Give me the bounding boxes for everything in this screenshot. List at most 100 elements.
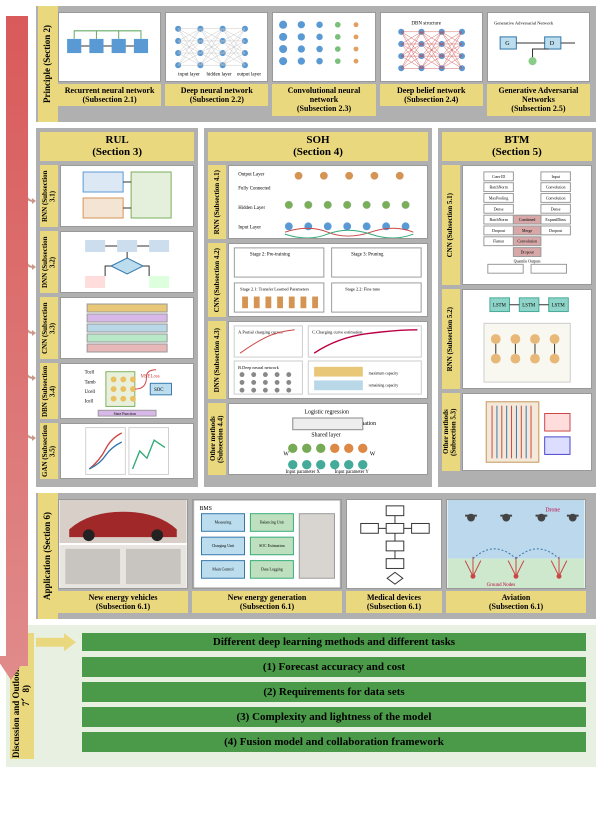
column-header: BTM(Section 5) bbox=[442, 132, 592, 161]
principle-thumb-caption: Convolutional neural network(Subsection … bbox=[272, 84, 375, 116]
row-img: TcellTambUcellIcellMSELossSOCState Funct… bbox=[60, 363, 194, 419]
row-label: DNN (Subsection 3.2) bbox=[40, 231, 58, 293]
column-row: CNN (Subsection 3.3) bbox=[40, 297, 194, 359]
principle-thumb-img: Generative Adversarial NetworkGD bbox=[487, 12, 590, 82]
column-row: RNN (Subsection 4.1) Output LayerFully C… bbox=[208, 165, 427, 239]
principle-thumb-caption: Deep belief network(Subsection 2.4) bbox=[380, 84, 483, 106]
svg-text:Drone: Drone bbox=[545, 508, 560, 514]
row-img: A.Partial charging curvesC.Charging curv… bbox=[228, 321, 427, 399]
row-label: Other methods (Subsection 4.4) bbox=[208, 403, 226, 475]
flow-arrow-head bbox=[0, 656, 27, 680]
discussion-line: (3) Complexity and lightness of the mode… bbox=[82, 707, 586, 727]
row-label-text: RNN (Subsection 5.2) bbox=[447, 307, 454, 371]
column-header: RUL(Section 3) bbox=[40, 132, 194, 161]
svg-text:LSTM: LSTM bbox=[493, 304, 507, 309]
application-thumb-caption: Medical devices(Subsection 6.1) bbox=[346, 591, 442, 613]
svg-text:LSTM: LSTM bbox=[522, 304, 536, 309]
row-label: DBN (Subsection 3.4) bbox=[40, 363, 58, 419]
application-thumb-caption: Aviation(Subsection 6.1) bbox=[446, 591, 586, 613]
row-label-text: CNN (Subsection 3.3) bbox=[42, 297, 57, 359]
discussion-line: (4) Fusion model and collaboration frame… bbox=[82, 732, 586, 752]
row-label-text: Other methods (Subsection 5.3) bbox=[443, 393, 458, 471]
svg-text:Ground Nodes: Ground Nodes bbox=[487, 583, 516, 588]
principle-thumb: Generative Adversarial NetworkGD Generat… bbox=[487, 12, 590, 116]
row-img: Output LayerFully ConnectedHidden LayerI… bbox=[228, 165, 427, 239]
svg-text:Stage 2: Pre-training: Stage 2: Pre-training bbox=[250, 253, 291, 258]
svg-text:ExpandDims: ExpandDims bbox=[545, 217, 566, 222]
column-row: Other methods (Subsection 5.3) bbox=[442, 393, 592, 471]
application-thumb: New energy vehicles(Subsection 6.1) bbox=[58, 499, 188, 613]
row-label: RNN (Subsection 4.1) bbox=[208, 165, 226, 239]
svg-text:Tcell: Tcell bbox=[85, 370, 95, 375]
wide-arrow-icon bbox=[36, 633, 76, 651]
svg-text:BatchNorm: BatchNorm bbox=[489, 217, 507, 222]
column-row: CNN (Subsection 5.1) Conv1D BatchNorm MaxP… bbox=[442, 165, 592, 285]
column-row: CNN (Subsection 4.2) Stage 2: Pre-traini… bbox=[208, 243, 427, 317]
row-label-text: CNN (Subsection 5.1) bbox=[447, 193, 454, 257]
svg-text:Stage 3: Pruning: Stage 3: Pruning bbox=[351, 253, 384, 258]
svg-text:Dense: Dense bbox=[493, 206, 503, 211]
column: RUL(Section 3) RNN (Subsection 3.1) DNN (… bbox=[36, 128, 198, 487]
column-row: DNN (Subsection 3.2) bbox=[40, 231, 194, 293]
application-band: Application (Section 6) New energy vehic… bbox=[36, 493, 596, 619]
svg-text:maximum capacity: maximum capacity bbox=[369, 371, 399, 375]
svg-text:Convolution: Convolution bbox=[546, 195, 566, 200]
row-img bbox=[60, 165, 194, 227]
application-thumb: Drone Ground Nodes Aviation(Subsection 6.… bbox=[446, 499, 586, 613]
principle-thumb-caption: Deep neural network(Subsection 2.2) bbox=[165, 84, 268, 106]
row-label: GAN (Subsection 3.5) bbox=[40, 423, 58, 479]
column-row: DNN (Subsection 4.3) A.Partial charging … bbox=[208, 321, 427, 399]
svg-text:Dense: Dense bbox=[550, 206, 560, 211]
row-img bbox=[60, 423, 194, 479]
principle-thumb: DBN structure Deep belief network(Subsec… bbox=[380, 12, 483, 116]
row-label: CNN (Subsection 4.2) bbox=[208, 243, 226, 317]
row-label-text: RNN (Subsection 4.1) bbox=[214, 170, 221, 234]
discussion-line: (1) Forecast accuracy and cost bbox=[82, 657, 586, 677]
svg-text:Quantile Outputs: Quantile Outputs bbox=[513, 258, 540, 263]
svg-text:Ucell: Ucell bbox=[85, 390, 96, 395]
flow-arrow-body bbox=[6, 16, 28, 666]
application-thumb-img bbox=[346, 499, 442, 589]
row-img bbox=[60, 297, 194, 359]
svg-text:Merge: Merge bbox=[522, 228, 532, 233]
row-img bbox=[462, 393, 592, 471]
svg-text:Measuring: Measuring bbox=[215, 520, 232, 524]
discussion-panel: Discussion and Outlook (Section 7、8) Dif… bbox=[6, 625, 596, 767]
principle-thumb-img: input layerhidden layeroutput layer bbox=[165, 12, 268, 82]
application-vlabel-text: Application (Section 6) bbox=[43, 512, 53, 600]
principle-vlabel: Principle (Section 2) bbox=[38, 6, 58, 122]
column-row: GAN (Subsection 3.5) bbox=[40, 423, 194, 479]
application-vlabel: Application (Section 6) bbox=[38, 493, 58, 619]
svg-text:Input parameter Y: Input parameter Y bbox=[335, 470, 370, 474]
row-label: RNN (Subsection 3.1) bbox=[40, 165, 58, 227]
application-thumb-img: BMSMeasuringCharging UnitMain ControlBal… bbox=[192, 499, 342, 589]
principle-thumb-caption: Generative Adversarial Networks(Subsecti… bbox=[487, 84, 590, 116]
row-label: RNN (Subsection 5.2) bbox=[442, 289, 460, 389]
svg-text:Combined: Combined bbox=[519, 217, 535, 222]
principle-thumbs: Recurrent neural network(Subsection 2.1)… bbox=[58, 12, 590, 116]
svg-text:Logistic regression: Logistic regression bbox=[305, 409, 350, 415]
row-img: Logistic regressionHealth estimationShar… bbox=[228, 403, 427, 475]
svg-text:BMS: BMS bbox=[200, 506, 212, 512]
row-label: DNN (Subsection 4.3) bbox=[208, 321, 226, 399]
svg-text:Hidden Layer: Hidden Layer bbox=[238, 206, 265, 211]
row-label: CNN (Subsection 3.3) bbox=[40, 297, 58, 359]
row-label-text: DBN (Subsection 3.4) bbox=[42, 363, 57, 419]
column-row: RNN (Subsection 5.2) LSTM LSTM LSTM bbox=[442, 289, 592, 389]
svg-text:B.Deep neural network: B.Deep neural network bbox=[238, 365, 280, 370]
svg-text:C.Charging curve estimation: C.Charging curve estimation bbox=[312, 330, 363, 335]
svg-text:Conv1D: Conv1D bbox=[492, 174, 505, 179]
svg-text:DBN structure: DBN structure bbox=[411, 21, 441, 27]
principle-thumb-img bbox=[272, 12, 375, 82]
discussion-top-bar: Different deep learning methods and diff… bbox=[82, 633, 586, 651]
svg-text:LSTM: LSTM bbox=[551, 304, 565, 309]
row-label-text: Other methods (Subsection 4.4) bbox=[210, 403, 225, 475]
application-thumb-caption: New energy generation(Subsection 6.1) bbox=[192, 591, 342, 613]
application-thumb: BMSMeasuringCharging UnitMain ControlBal… bbox=[192, 499, 342, 613]
row-label-text: CNN (Subsection 4.2) bbox=[214, 248, 221, 312]
row-label-text: DNN (Subsection 3.2) bbox=[42, 231, 57, 293]
svg-text:Flatten: Flatten bbox=[493, 239, 504, 244]
svg-text:SOC: SOC bbox=[154, 388, 163, 393]
column-row: RNN (Subsection 3.1) bbox=[40, 165, 194, 227]
svg-text:MaxPooling: MaxPooling bbox=[489, 195, 508, 200]
